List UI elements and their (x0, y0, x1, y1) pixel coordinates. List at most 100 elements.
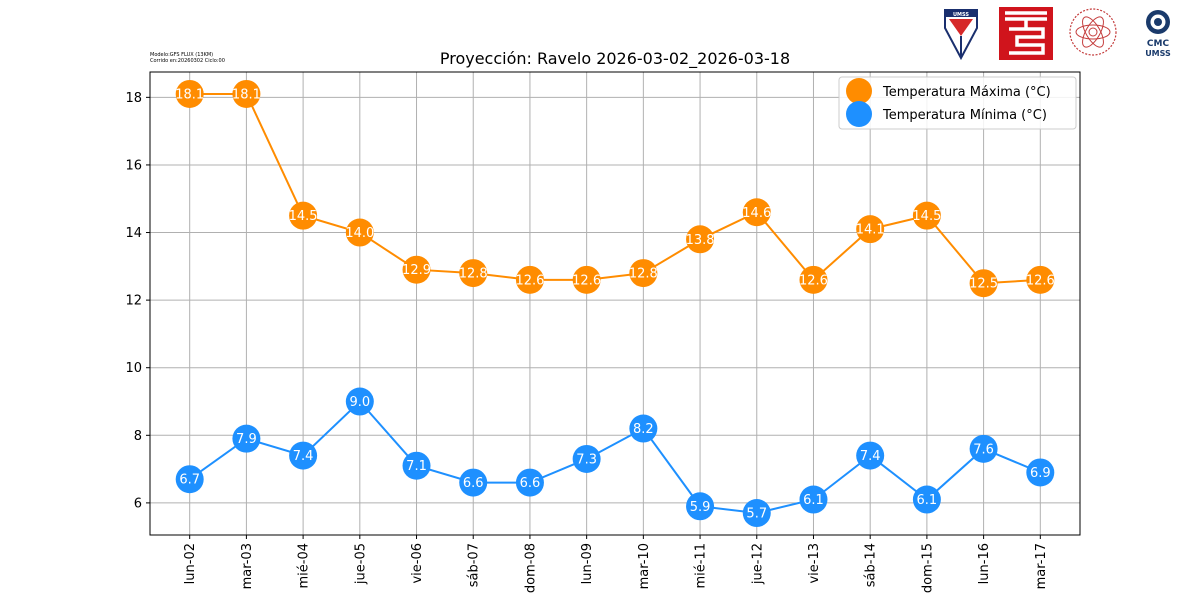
data-label: 14.5 (289, 209, 318, 224)
chart-title: Proyección: Ravelo 2026-03-02_2026-03-18 (440, 49, 790, 69)
data-label: 12.8 (459, 267, 488, 282)
data-label: 8.2 (633, 422, 654, 437)
data-point (629, 259, 658, 288)
x-tick-label: jue-05 (353, 543, 368, 585)
grid-lines (150, 72, 1080, 535)
data-label: 6.1 (917, 493, 938, 508)
data-label: 7.6 (973, 442, 994, 457)
data-point (629, 414, 658, 443)
legend-box (838, 76, 1077, 130)
y-tick-label: 8 (134, 429, 142, 444)
data-label: 7.4 (293, 449, 314, 464)
data-point (175, 79, 204, 108)
data-label: 9.0 (349, 395, 370, 410)
legend: Temperatura Máxima (°C) Temperatura Mínim… (838, 76, 1077, 130)
data-point (912, 201, 941, 230)
data-label: 6.6 (520, 476, 541, 491)
data-label: 7.1 (406, 459, 427, 474)
data-label: 5.9 (690, 500, 711, 515)
data-point (232, 79, 261, 108)
data-label: 13.8 (686, 233, 715, 248)
data-label: 12.6 (1026, 273, 1055, 288)
x-tick-label: mar-03 (240, 543, 255, 589)
x-tick-label: lun-02 (183, 543, 198, 584)
y-tick-label: 14 (125, 226, 142, 241)
legend-label: Temperatura Mínima (°C) (882, 108, 1047, 123)
data-point (742, 499, 771, 528)
x-tick-label: mar-17 (1034, 543, 1049, 589)
x-tick-label: dom-15 (920, 543, 935, 593)
data-point (515, 468, 544, 497)
y-tick-label: 18 (125, 91, 142, 106)
data-point (289, 201, 318, 230)
data-label: 6.1 (803, 493, 824, 508)
y-tick-label: 6 (134, 496, 142, 511)
data-label: 6.7 (179, 473, 200, 488)
data-point (1026, 265, 1055, 294)
y-tick-label: 12 (125, 294, 142, 309)
legend-marker (846, 101, 872, 127)
plot-frame (149, 71, 1081, 536)
x-tick-label: sáb-14 (864, 543, 879, 587)
data-label: 18.1 (175, 87, 204, 102)
data-point (345, 218, 374, 247)
legend-label: Temperatura Máxima (°C) (882, 85, 1051, 100)
data-label: 12.8 (629, 267, 658, 282)
data-point (459, 468, 488, 497)
x-tick-label: mié-04 (297, 543, 312, 589)
x-tick-label: lun-16 (977, 543, 992, 584)
x-tick-label: jue-12 (750, 543, 765, 585)
data-point (402, 255, 431, 284)
data-point (856, 441, 885, 470)
series-max: 18.1 18.1 14.5 14.0 12.9 12.8 12.6 12.6 12.8 13.8… (175, 79, 1055, 298)
model-line: Modelo:GFS FLUX (13KM) (150, 52, 214, 58)
x-tick-label: mié-11 (694, 543, 709, 589)
x-tick-label: mar-10 (637, 543, 652, 589)
data-point (572, 444, 601, 473)
data-point (1026, 458, 1055, 487)
data-point (572, 265, 601, 294)
model-info: Modelo:GFS FLUX (13KM) Corrido en:202603… (150, 52, 225, 64)
cmc-logo-text: CMC (1147, 39, 1170, 49)
data-label: 12.6 (799, 273, 828, 288)
data-point (345, 387, 374, 416)
data-point (799, 485, 828, 514)
umss-shield-logo: UMSS (944, 9, 978, 60)
x-tick-label: vie-06 (410, 543, 425, 584)
cmc-umss-logo-text: UMSS (1145, 49, 1171, 58)
series-line (189, 92, 1041, 285)
data-point (232, 424, 261, 453)
data-label: 7.3 (576, 452, 597, 467)
data-label: 12.6 (515, 273, 544, 288)
data-point (686, 492, 715, 521)
cmc-umss-logo: CMC UMSS (1145, 10, 1171, 58)
data-point (175, 465, 204, 494)
x-tick-label: vie-13 (807, 543, 822, 584)
data-label: 6.6 (463, 476, 484, 491)
data-point (912, 485, 941, 514)
data-label: 18.1 (232, 87, 261, 102)
data-point (856, 215, 885, 244)
data-point (686, 225, 715, 254)
data-label: 6.9 (1030, 466, 1051, 481)
data-label: 7.4 (860, 449, 881, 464)
data-label: 12.9 (402, 263, 431, 278)
data-label: 14.1 (856, 223, 885, 238)
series-min: 6.7 7.9 7.4 9.0 7.1 6.6 6.6 7.3 8.2 5.9 5.7 6.1 7.4 6… (175, 387, 1055, 528)
series-line (189, 400, 1041, 515)
data-label: 14.0 (345, 226, 374, 241)
data-label: 12.5 (969, 277, 998, 292)
x-tick-label: lun-09 (580, 543, 595, 584)
y-tick-label: 10 (125, 361, 142, 376)
run-line: Corrido en:20260302 Ciclo:00 (150, 58, 225, 64)
x-tick-label: sáb-07 (467, 543, 482, 587)
y-tick-label: 16 (125, 158, 142, 173)
faculty-logo (999, 7, 1053, 60)
data-point (515, 265, 544, 294)
data-point (289, 441, 318, 470)
data-label: 7.9 (236, 432, 257, 447)
data-point (969, 269, 998, 298)
data-point (969, 434, 998, 463)
data-point (459, 259, 488, 288)
